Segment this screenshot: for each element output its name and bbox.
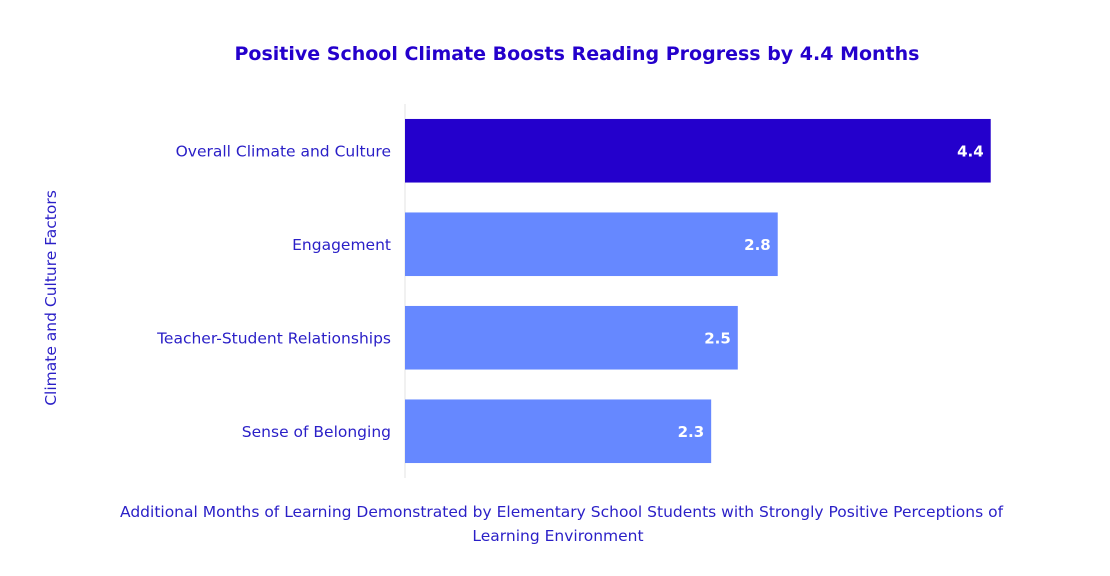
y-axis-title: Climate and Culture Factors xyxy=(42,190,60,406)
category-label: Teacher-Student Relationships xyxy=(156,329,391,347)
data-label: 2.5 xyxy=(704,329,731,347)
category-label: Overall Climate and Culture xyxy=(176,142,391,160)
x-axis-title: Additional Months of Learning Demonstrat… xyxy=(120,503,1008,545)
bar-overall-climate-and-culture xyxy=(405,118,991,183)
x-axis-title-line-2: Learning Environment xyxy=(472,527,643,545)
bars-group xyxy=(405,118,991,464)
x-axis-title-line-1: Additional Months of Learning Demonstrat… xyxy=(120,503,1004,521)
bar-teacher-student-relationships xyxy=(405,305,738,370)
data-label: 2.3 xyxy=(678,423,705,441)
value-labels: 4.4 2.8 2.5 2.3 xyxy=(678,142,984,441)
chart-title: Positive School Climate Boosts Reading P… xyxy=(235,43,920,65)
category-label: Engagement xyxy=(292,236,391,254)
category-label: Sense of Belonging xyxy=(242,423,391,441)
data-label: 2.8 xyxy=(744,236,771,254)
category-labels: Overall Climate and Culture Engagement Tea… xyxy=(156,142,391,441)
data-label: 4.4 xyxy=(957,142,984,160)
bar-sense-of-belonging xyxy=(405,399,712,464)
bar-engagement xyxy=(405,212,778,277)
